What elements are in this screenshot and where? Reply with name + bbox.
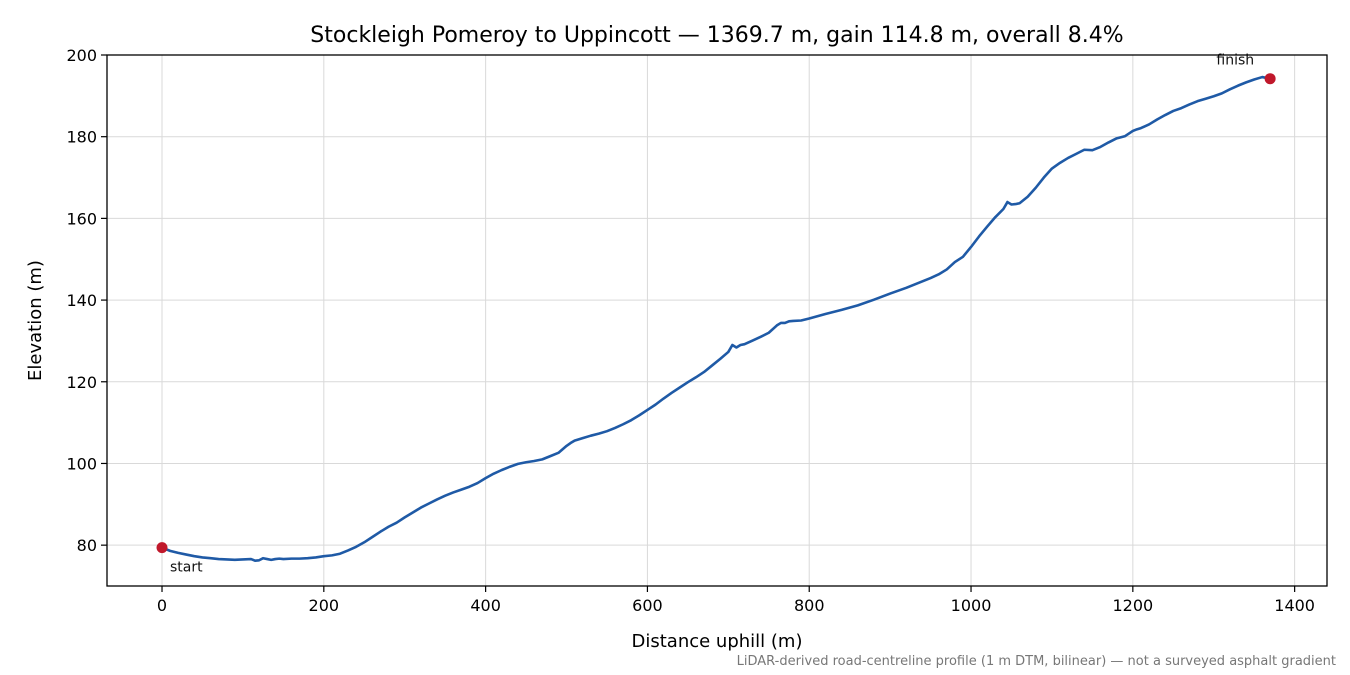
x-tick-label: 600 <box>632 596 663 615</box>
x-tick-label: 400 <box>470 596 501 615</box>
y-tick-label: 180 <box>66 128 97 147</box>
y-tick-label: 160 <box>66 209 97 228</box>
elevation-profile-line <box>161 75 1271 562</box>
plot-frame <box>106 54 1328 587</box>
markers: start finish <box>156 53 1276 576</box>
y-tick-label: 100 <box>66 454 97 473</box>
finish-marker <box>1264 73 1276 85</box>
start-marker <box>156 542 168 554</box>
start-label: start <box>170 560 203 576</box>
grid <box>107 54 1327 586</box>
x-tick-label: 0 <box>157 596 167 615</box>
y-tick-label: 140 <box>66 291 97 310</box>
x-tick-label: 1400 <box>1274 596 1315 615</box>
x-tick-label: 200 <box>309 596 340 615</box>
y-tick-label: 120 <box>66 373 97 392</box>
footnote: LiDAR-derived road-centreline profile (1… <box>737 654 1336 669</box>
x-tick-label: 1200 <box>1112 596 1153 615</box>
chart-title: Stockleigh Pomeroy to Uppincott — 1369.7… <box>310 23 1123 48</box>
y-tick-label: 200 <box>66 46 97 65</box>
x-axis-label: Distance uphill (m) <box>632 631 803 652</box>
finish-label: finish <box>1216 53 1254 69</box>
axis-ticks: 0 200 400 600 800 1000 1200 1400 80 100 120 140 160 1… <box>66 46 1315 615</box>
x-tick-label: 1000 <box>951 596 992 615</box>
y-axis-label: Elevation (m) <box>25 260 46 381</box>
x-tick-label: 800 <box>794 596 825 615</box>
y-tick-label: 80 <box>77 536 97 555</box>
